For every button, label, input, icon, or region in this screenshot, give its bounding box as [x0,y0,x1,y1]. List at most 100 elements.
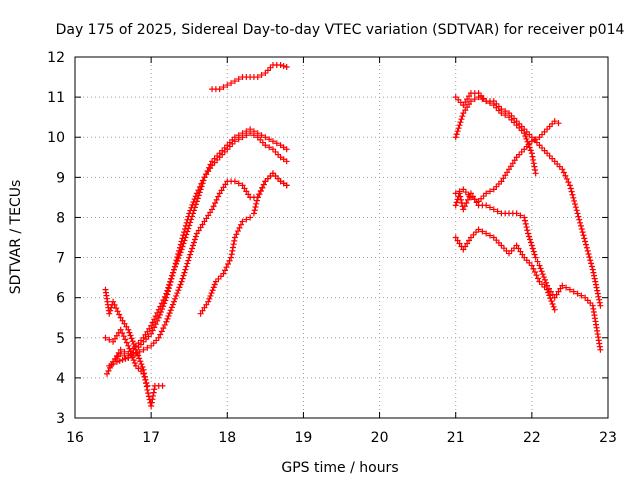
y-tick-label: 6 [56,291,65,307]
chart-title: Day 175 of 2025, Sidereal Day-to-day VTE… [56,22,625,38]
data-point-marker [531,163,538,170]
data-point-marker [207,209,214,216]
data-point-marker [229,244,236,251]
data-point-marker [506,166,513,173]
data-point-marker [578,292,585,299]
data-point-marker [185,257,192,264]
data-point-marker [254,194,261,201]
series-track-6 [102,326,151,389]
data-point-marker [283,182,290,189]
data-point-marker [123,323,130,330]
data-point-marker [283,146,290,153]
data-point-marker [539,271,546,278]
data-point-marker [143,379,150,386]
data-point-marker [532,166,539,173]
data-point-marker [175,250,182,257]
data-point-marker [156,311,163,318]
data-point-marker [121,320,128,327]
data-point-marker [111,335,118,342]
data-point-marker [150,389,157,396]
data-point-marker [247,214,254,221]
data-point-marker [486,100,493,107]
data-point-marker [528,242,535,249]
data-point-marker [545,289,552,296]
data-point-marker [569,191,576,198]
series-track-2 [106,130,290,369]
data-point-marker [237,221,244,228]
data-point-marker [460,110,467,117]
data-point-marker [205,212,212,219]
data-point-marker [257,187,264,194]
data-point-marker [460,206,467,213]
data-point-marker [555,288,562,295]
data-point-marker [515,245,522,252]
data-point-marker [584,247,591,254]
data-point-marker [597,302,604,309]
series-track-12 [452,226,558,313]
data-point-marker [222,267,229,274]
data-point-marker [140,370,147,377]
data-point-marker [195,187,202,194]
data-point-marker [132,346,139,353]
data-point-marker [117,350,124,357]
data-point-marker [181,269,188,276]
series-track-3 [110,170,290,365]
data-point-marker [192,193,199,200]
data-point-marker [464,104,471,111]
data-point-marker [483,230,490,237]
data-point-marker [169,272,176,279]
data-point-marker [250,210,257,217]
data-point-marker [181,226,188,233]
data-point-marker [205,298,212,305]
data-point-marker [142,331,149,338]
data-point-marker [106,310,113,317]
data-point-marker [580,232,587,239]
data-point-marker [519,251,526,258]
data-point-marker [494,208,501,215]
data-point-marker [462,243,469,250]
data-point-marker [521,214,528,221]
data-point-marker [160,303,167,310]
data-point-marker [215,193,222,200]
data-point-marker [152,321,159,328]
data-point-marker [165,313,172,320]
data-point-marker [107,307,114,314]
data-point-marker [596,299,603,306]
data-point-marker [511,157,518,164]
data-point-marker [241,185,248,192]
data-point-marker [524,227,531,234]
data-point-marker [169,301,176,308]
data-point-marker [103,370,110,377]
data-point-marker [483,190,490,197]
data-point-marker [266,144,273,151]
data-point-marker [134,349,141,356]
data-point-marker [164,315,171,322]
data-point-marker [113,305,120,312]
data-point-marker [231,78,238,85]
data-point-marker [198,180,205,187]
data-point-marker [229,247,236,254]
data-point-marker [149,319,156,326]
y-axis-label: SDTVAR / TECUs [8,180,24,295]
data-point-marker [467,190,474,197]
data-point-marker [521,130,528,137]
data-point-marker [593,284,600,291]
data-point-marker [235,136,242,143]
data-point-marker [471,196,478,203]
data-point-marker [167,279,174,286]
data-point-marker [176,244,183,251]
data-point-marker [230,241,237,248]
data-point-marker [208,290,215,297]
data-point-marker [528,262,535,269]
data-point-marker [125,326,132,333]
data-point-marker [583,241,590,248]
y-tick-label: 12 [47,50,65,66]
data-point-marker [192,233,199,240]
data-point-marker [471,96,478,103]
data-point-marker [273,140,280,147]
data-point-marker [588,260,595,267]
data-point-marker [523,224,530,231]
data-point-marker [560,169,567,176]
data-point-marker [125,342,132,349]
